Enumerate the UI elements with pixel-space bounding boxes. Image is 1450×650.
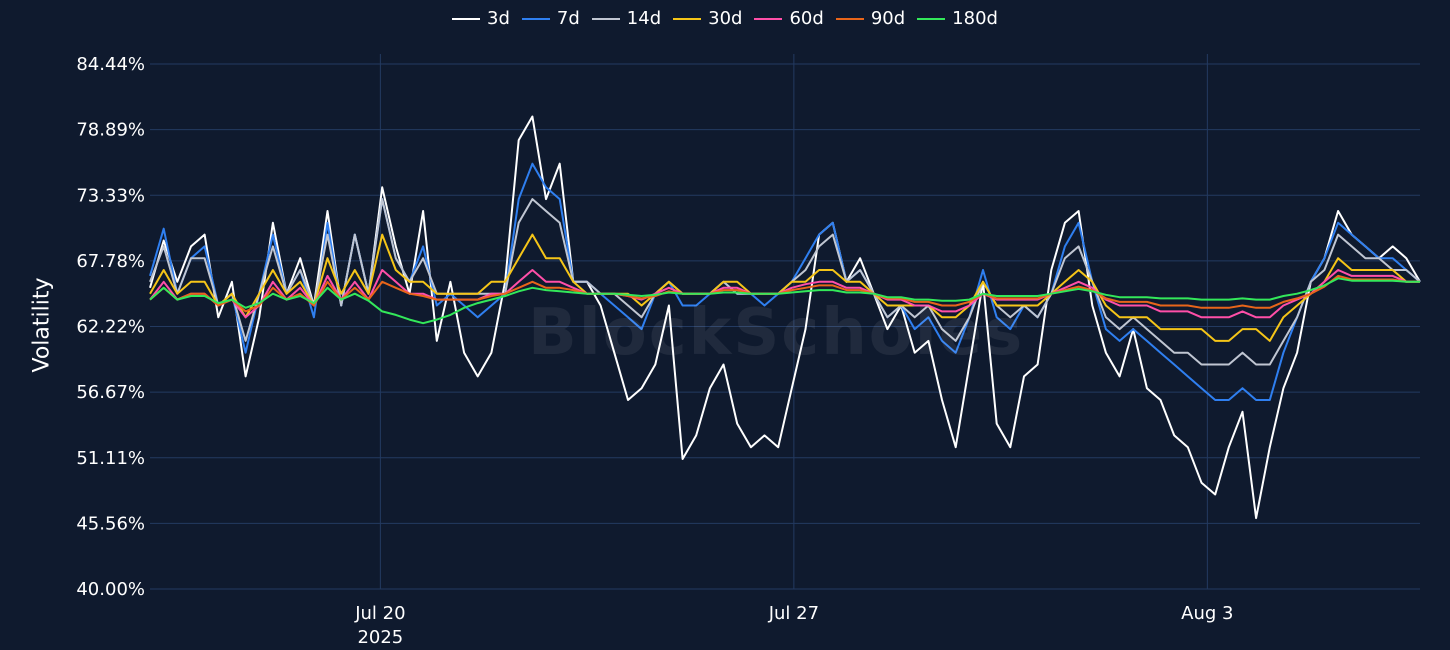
legend-item-60d[interactable]: 60d [754,8,824,29]
legend-swatch [521,17,550,20]
y-tick-label: 67.78% [76,251,145,272]
legend-swatch [591,17,620,20]
legend-swatch [673,17,702,20]
legend-label: 14d [626,8,662,29]
y-tick-label: 78.89% [76,120,145,141]
legend-label: 30d [708,8,743,29]
legend-item-30d[interactable]: 30d [673,8,742,29]
legend-label: 7d [556,8,580,29]
y-tick-label: 45.56% [76,513,145,534]
legend-item-3d[interactable]: 3d [452,8,510,29]
x-tick-sublabel: 2025 [357,627,403,648]
series-lines [149,115,1421,520]
x-tick-label: Jul 27 [768,603,819,624]
legend-item-90d[interactable]: 90d [835,8,906,29]
x-tick-label: Jul 20 [354,603,405,624]
series-line-180d [149,277,1420,325]
series-line-60d [149,269,1420,319]
y-tick-labels: 84.44% 78.89% 73.33% 67.78% 62.22% 56.67% 51.1… [76,54,145,600]
legend-item-14d[interactable]: 14d [591,8,662,29]
grid-lines [150,54,1420,590]
legend-swatch [754,17,783,20]
legend-item-180d[interactable]: 180d [917,8,998,29]
legend-swatch [452,17,481,20]
legend-label: 180d [952,8,998,29]
y-tick-label: 40.00% [76,579,145,600]
chart-legend: 3d 7d 14d 30d 60d 90d 180d [0,8,1450,29]
series-line-30d [149,233,1420,342]
watermark-text: BlockScholes [528,296,1025,370]
x-tick-label: Aug 3 [1181,603,1233,624]
legend-label: 60d [789,8,824,29]
legend-item-7d[interactable]: 7d [521,8,580,29]
y-tick-label: 51.11% [76,448,145,469]
y-tick-label: 73.33% [76,185,145,206]
y-axis-label: Volatility [29,277,55,373]
series-line-90d [149,274,1420,313]
y-tick-label: 62.22% [76,317,145,338]
y-tick-label: 84.44% [76,54,145,75]
y-tick-label: 56.67% [76,382,145,403]
legend-label: 90d [870,8,906,29]
legend-swatch [917,17,946,20]
legend-label: 3d [487,8,510,29]
legend-swatch [835,17,864,20]
